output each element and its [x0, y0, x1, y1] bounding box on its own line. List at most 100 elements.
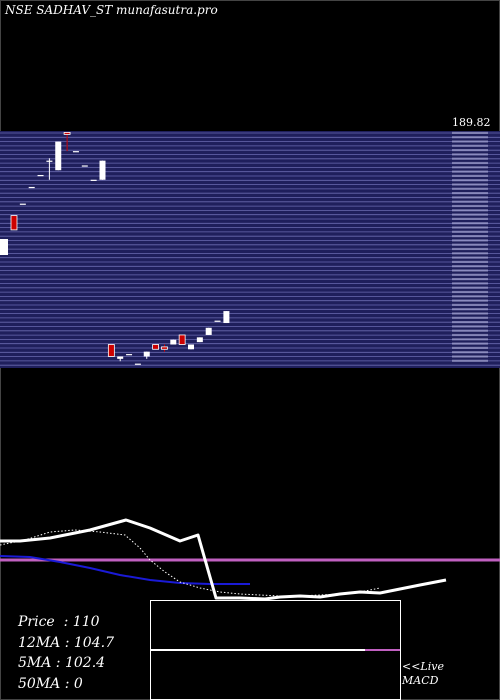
price-scale-tick-label — [452, 269, 488, 272]
candle-body-up — [19, 203, 26, 205]
price-scale-tick-label — [452, 209, 488, 212]
stat-price-sep: : — [54, 614, 73, 630]
price-scale-tick-label — [452, 290, 488, 294]
candle-body-up — [205, 327, 212, 335]
candle-body-up — [143, 351, 150, 357]
price-scale-tick-label — [452, 149, 488, 152]
price-scale-tick-label — [452, 136, 488, 139]
stat-price: Price : 110 — [18, 612, 114, 633]
price-scale-tick-label — [452, 346, 488, 349]
price-scale-tick-label — [452, 355, 488, 358]
candle-body-up — [72, 151, 79, 153]
price-scale-tick-label — [452, 308, 488, 311]
stat-5ma-sep: : — [51, 655, 65, 671]
live-label: <<Live — [402, 660, 444, 673]
candle-body-up — [90, 179, 97, 181]
candle-body-up — [170, 339, 177, 345]
price-scale-tick-label — [452, 183, 488, 186]
candle-body-down — [178, 334, 186, 345]
candle-body-up — [99, 160, 106, 180]
price-scale-tick-label — [452, 161, 488, 165]
candle-body-up — [134, 363, 141, 365]
stat-50ma-sep: : — [60, 675, 74, 692]
candle-body-up — [55, 141, 62, 171]
stat-50ma: 50MA : 0 — [18, 674, 114, 695]
price-scale-tick-label — [452, 359, 488, 362]
price-scale-tick-label — [452, 260, 488, 263]
price-scale-tick-label — [452, 243, 488, 246]
stat-price-value: 110 — [72, 614, 100, 630]
stats-panel: Price : 110 12MA : 104.7 5MA : 102.4 50M… — [18, 612, 114, 694]
price-scale-tick-label — [452, 179, 488, 182]
price-scale-tick-label — [452, 329, 488, 332]
price-scale-tick-label — [452, 226, 488, 229]
candle-body-down — [107, 344, 115, 357]
candle-body-up — [196, 337, 203, 343]
price-scale-tick-label — [452, 265, 488, 268]
ma-blue-line — [0, 555, 250, 585]
price-scale-tick-label — [452, 174, 488, 177]
price-scale-tick-label — [452, 303, 488, 306]
price-scale-tick-label — [452, 295, 488, 298]
candlestick-series — [10, 132, 230, 365]
candle-body-up — [214, 320, 221, 322]
stat-12ma-label: 12MA — [18, 634, 61, 651]
stat-5ma-label: 5MA — [18, 655, 52, 671]
candle-body-up — [81, 165, 88, 167]
price-scale-tick-label — [452, 192, 488, 195]
price-scale-tick-label — [452, 278, 488, 281]
candle-body-down — [63, 132, 71, 135]
price-scale-tick-label — [452, 321, 488, 324]
candle-body-up — [126, 354, 133, 356]
stat-price-label: Price — [18, 614, 55, 630]
candle-body-up — [188, 344, 194, 350]
chart-title: NSE SADHAV_ST munafasutra.pro — [5, 3, 218, 17]
price-scale-tick-label — [452, 157, 488, 160]
price-scale-tick-label — [452, 342, 488, 345]
price-scale-tick-label — [452, 351, 488, 354]
stat-50ma-label: 50MA — [18, 675, 61, 692]
price-scale-tick-label — [452, 213, 488, 216]
candle-body-up — [28, 186, 35, 189]
candle-body-down — [10, 215, 18, 231]
price-scale-tick-label — [452, 252, 488, 255]
price-scale-tick-label — [452, 325, 488, 328]
candle-body-down — [152, 344, 160, 350]
stat-5ma: 5MA : 102.4 — [18, 653, 114, 674]
price-scale-tick-label — [452, 204, 488, 208]
price-scale-tick-label — [452, 282, 488, 285]
price-scale-tick-label — [452, 131, 488, 134]
candle-body-up — [46, 160, 53, 162]
live-macd-note: <<Live MACD — [402, 660, 444, 688]
macd-label: MACD — [402, 674, 439, 687]
stat-50ma-value: 0 — [73, 675, 83, 692]
price-scale-tick-label — [452, 200, 488, 203]
stat-12ma-value: 104.7 — [73, 634, 114, 651]
price-scale-tick-label — [452, 239, 488, 242]
price-scale-tick-label — [452, 273, 488, 276]
price-scale-tick-label — [452, 153, 488, 156]
price-scale-tick-label — [452, 247, 488, 251]
price-scale-tick-label — [452, 338, 488, 341]
price-scale-tick-label — [452, 312, 488, 315]
price-scale-tick-label — [452, 256, 488, 259]
price-scale-tick-label — [452, 217, 488, 220]
price-scale-tick-label — [452, 140, 488, 143]
price-scale-tick-label — [452, 166, 488, 169]
price-scale-tick-label — [452, 316, 488, 319]
price-scale-labels — [452, 131, 488, 362]
stat-5ma-value: 102.4 — [64, 655, 106, 671]
price-scale-tick-label — [452, 299, 488, 302]
candle-body-up — [223, 311, 230, 324]
macd-dotted-line — [0, 529, 381, 597]
candle-body-down — [161, 346, 168, 350]
candle-body-up — [37, 174, 44, 177]
price-scale-tick-label — [452, 286, 488, 289]
price-scale-tick-label — [452, 144, 488, 147]
edge-candle — [0, 239, 8, 255]
macd-line-white — [0, 518, 447, 601]
price-scale-tick-label — [452, 235, 488, 238]
price-scale-tick-label — [452, 333, 488, 337]
candle-body-up — [117, 356, 124, 359]
